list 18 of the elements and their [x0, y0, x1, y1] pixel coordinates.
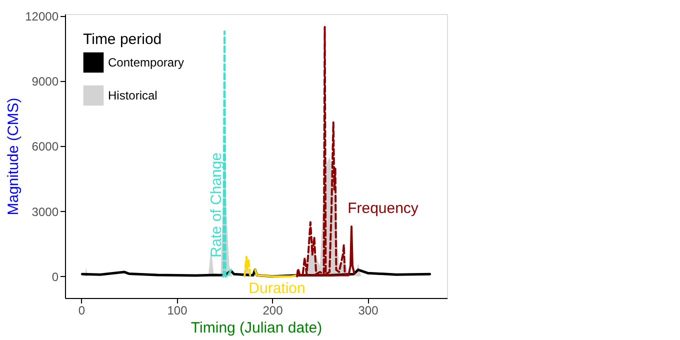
- x-tick-label: 200: [262, 304, 284, 318]
- y-tick-label: 0: [52, 270, 59, 284]
- x-tick-label: 100: [167, 304, 188, 318]
- legend-title: Time period: [83, 31, 162, 48]
- y-tick-label: 12000: [25, 10, 59, 24]
- y-axis-title: Magnitude (CMS): [5, 98, 22, 216]
- annotation: Duration: [248, 280, 306, 297]
- x-tick-label: 300: [358, 304, 379, 318]
- line-series: [244, 256, 252, 278]
- x-tick-label: 0: [78, 304, 86, 318]
- y-tick-label: 3000: [32, 204, 59, 219]
- x-axis-title: Timing (Julian date): [190, 320, 322, 336]
- legend-label: Historical: [108, 88, 158, 102]
- legend-label: Contemporary: [108, 56, 184, 70]
- annotation: Frequency: [348, 200, 419, 217]
- y-tick-label: 6000: [32, 140, 59, 154]
- annotation: Rate of Change: [208, 152, 225, 258]
- y-tick-label: 9000: [32, 74, 59, 89]
